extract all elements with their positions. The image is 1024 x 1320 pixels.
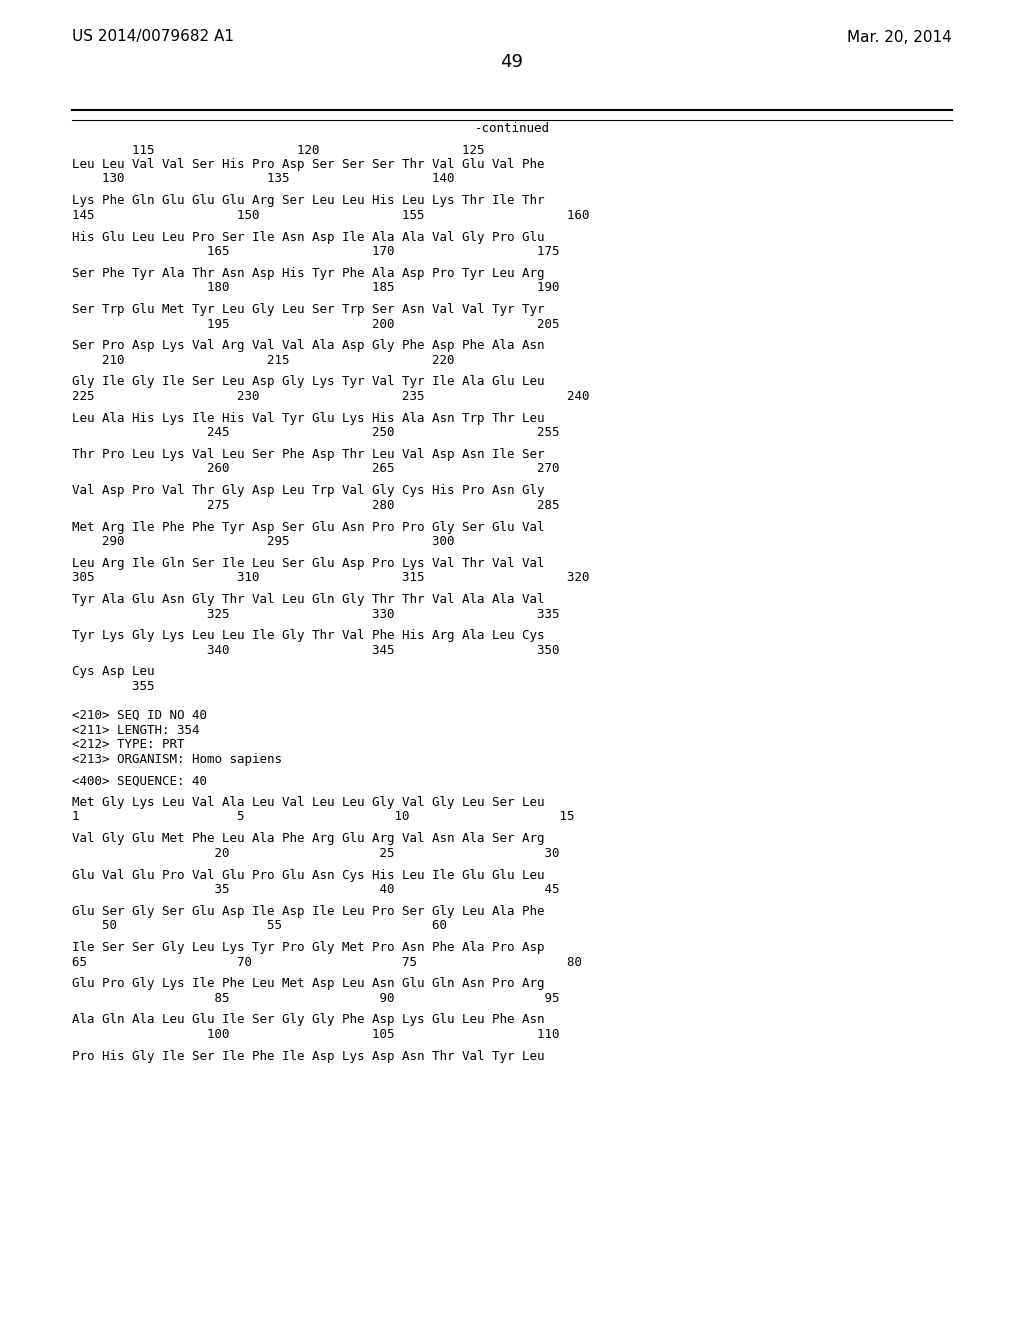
Text: <212> TYPE: PRT: <212> TYPE: PRT [72,738,184,751]
Text: 20                    25                    30: 20 25 30 [72,846,559,859]
Text: 260                   265                   270: 260 265 270 [72,462,559,475]
Text: 225                   230                   235                   240: 225 230 235 240 [72,389,590,403]
Text: Cys Asp Leu: Cys Asp Leu [72,665,155,678]
Text: 49: 49 [501,53,523,71]
Text: 340                   345                   350: 340 345 350 [72,644,559,657]
Text: Leu Leu Val Val Ser His Pro Asp Ser Ser Ser Thr Val Glu Val Phe: Leu Leu Val Val Ser His Pro Asp Ser Ser … [72,158,545,172]
Text: 145                   150                   155                   160: 145 150 155 160 [72,209,590,222]
Text: 50                    55                    60: 50 55 60 [72,919,447,932]
Text: -continued: -continued [474,121,550,135]
Text: 180                   185                   190: 180 185 190 [72,281,559,294]
Text: Ser Phe Tyr Ala Thr Asn Asp His Tyr Phe Ala Asp Pro Tyr Leu Arg: Ser Phe Tyr Ala Thr Asn Asp His Tyr Phe … [72,267,545,280]
Text: Lys Phe Gln Glu Glu Glu Arg Ser Leu Leu His Leu Lys Thr Ile Thr: Lys Phe Gln Glu Glu Glu Arg Ser Leu Leu … [72,194,545,207]
Text: His Glu Leu Leu Pro Ser Ile Asn Asp Ile Ala Ala Val Gly Pro Glu: His Glu Leu Leu Pro Ser Ile Asn Asp Ile … [72,231,545,243]
Text: 100                   105                   110: 100 105 110 [72,1028,559,1041]
Text: 325                   330                   335: 325 330 335 [72,607,559,620]
Text: 305                   310                   315                   320: 305 310 315 320 [72,572,590,585]
Text: Met Gly Lys Leu Val Ala Leu Val Leu Leu Gly Val Gly Leu Ser Leu: Met Gly Lys Leu Val Ala Leu Val Leu Leu … [72,796,545,809]
Text: Thr Pro Leu Lys Val Leu Ser Phe Asp Thr Leu Val Asp Asn Ile Ser: Thr Pro Leu Lys Val Leu Ser Phe Asp Thr … [72,447,545,461]
Text: Leu Arg Ile Gln Ser Ile Leu Ser Glu Asp Pro Lys Val Thr Val Val: Leu Arg Ile Gln Ser Ile Leu Ser Glu Asp … [72,557,545,570]
Text: 115                   120                   125: 115 120 125 [72,144,484,157]
Text: Glu Val Glu Pro Val Glu Pro Glu Asn Cys His Leu Ile Glu Glu Leu: Glu Val Glu Pro Val Glu Pro Glu Asn Cys … [72,869,545,882]
Text: 355: 355 [72,680,155,693]
Text: Tyr Lys Gly Lys Leu Leu Ile Gly Thr Val Phe His Arg Ala Leu Cys: Tyr Lys Gly Lys Leu Leu Ile Gly Thr Val … [72,630,545,643]
Text: Glu Ser Gly Ser Glu Asp Ile Asp Ile Leu Pro Ser Gly Leu Ala Phe: Glu Ser Gly Ser Glu Asp Ile Asp Ile Leu … [72,904,545,917]
Text: 35                    40                    45: 35 40 45 [72,883,559,896]
Text: 1                     5                    10                    15: 1 5 10 15 [72,810,574,824]
Text: 195                   200                   205: 195 200 205 [72,318,559,330]
Text: Ile Ser Ser Gly Leu Lys Tyr Pro Gly Met Pro Asn Phe Ala Pro Asp: Ile Ser Ser Gly Leu Lys Tyr Pro Gly Met … [72,941,545,954]
Text: <400> SEQUENCE: 40: <400> SEQUENCE: 40 [72,775,207,787]
Text: Leu Ala His Lys Ile His Val Tyr Glu Lys His Ala Asn Trp Thr Leu: Leu Ala His Lys Ile His Val Tyr Glu Lys … [72,412,545,425]
Text: <213> ORGANISM: Homo sapiens: <213> ORGANISM: Homo sapiens [72,752,282,766]
Text: 165                   170                   175: 165 170 175 [72,246,559,257]
Text: Tyr Ala Glu Asn Gly Thr Val Leu Gln Gly Thr Thr Val Ala Ala Val: Tyr Ala Glu Asn Gly Thr Val Leu Gln Gly … [72,593,545,606]
Text: 275                   280                   285: 275 280 285 [72,499,559,512]
Text: <211> LENGTH: 354: <211> LENGTH: 354 [72,723,200,737]
Text: Met Arg Ile Phe Phe Tyr Asp Ser Glu Asn Pro Pro Gly Ser Glu Val: Met Arg Ile Phe Phe Tyr Asp Ser Glu Asn … [72,520,545,533]
Text: US 2014/0079682 A1: US 2014/0079682 A1 [72,29,234,45]
Text: 65                    70                    75                    80: 65 70 75 80 [72,956,582,969]
Text: 245                   250                   255: 245 250 255 [72,426,559,440]
Text: 85                    90                    95: 85 90 95 [72,991,559,1005]
Text: Ser Pro Asp Lys Val Arg Val Val Ala Asp Gly Phe Asp Phe Ala Asn: Ser Pro Asp Lys Val Arg Val Val Ala Asp … [72,339,545,352]
Text: 290                   295                   300: 290 295 300 [72,535,455,548]
Text: Mar. 20, 2014: Mar. 20, 2014 [847,29,952,45]
Text: Pro His Gly Ile Ser Ile Phe Ile Asp Lys Asp Asn Thr Val Tyr Leu: Pro His Gly Ile Ser Ile Phe Ile Asp Lys … [72,1049,545,1063]
Text: <210> SEQ ID NO 40: <210> SEQ ID NO 40 [72,709,207,722]
Text: Glu Pro Gly Lys Ile Phe Leu Met Asp Leu Asn Glu Gln Asn Pro Arg: Glu Pro Gly Lys Ile Phe Leu Met Asp Leu … [72,977,545,990]
Text: Ala Gln Ala Leu Glu Ile Ser Gly Gly Phe Asp Lys Glu Leu Phe Asn: Ala Gln Ala Leu Glu Ile Ser Gly Gly Phe … [72,1014,545,1027]
Text: Ser Trp Glu Met Tyr Leu Gly Leu Ser Trp Ser Asn Val Val Tyr Tyr: Ser Trp Glu Met Tyr Leu Gly Leu Ser Trp … [72,304,545,315]
Text: 210                   215                   220: 210 215 220 [72,354,455,367]
Text: Gly Ile Gly Ile Ser Leu Asp Gly Lys Tyr Val Tyr Ile Ala Glu Leu: Gly Ile Gly Ile Ser Leu Asp Gly Lys Tyr … [72,375,545,388]
Text: Val Gly Glu Met Phe Leu Ala Phe Arg Glu Arg Val Asn Ala Ser Arg: Val Gly Glu Met Phe Leu Ala Phe Arg Glu … [72,832,545,845]
Text: 130                   135                   140: 130 135 140 [72,173,455,186]
Text: Val Asp Pro Val Thr Gly Asp Leu Trp Val Gly Cys His Pro Asn Gly: Val Asp Pro Val Thr Gly Asp Leu Trp Val … [72,484,545,498]
